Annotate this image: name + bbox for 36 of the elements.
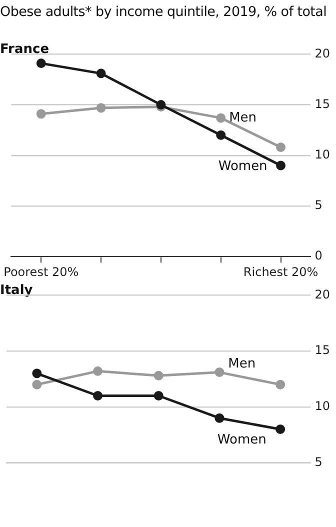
y-tick-label: 20: [314, 46, 330, 60]
point: [276, 142, 286, 152]
y-tick-label: 10: [314, 148, 330, 162]
point: [216, 130, 226, 140]
point: [32, 380, 42, 390]
y-tick-label: 0: [314, 248, 322, 263]
chart-title: Obese adults* by income quintile, 2019, % of total: [0, 4, 328, 20]
y-tick-label: 20: [314, 287, 330, 302]
x-tick-label: Richest 20%: [243, 264, 318, 279]
point: [93, 366, 103, 376]
point: [154, 391, 164, 401]
series-label: Men: [229, 110, 257, 126]
point: [36, 109, 46, 119]
chart-subtitle: Italy: [0, 283, 33, 298]
x-tick-label: Poorest 20%: [4, 264, 79, 279]
point: [276, 424, 286, 434]
y-tick-label: 15: [314, 96, 330, 111]
series-label: Men: [228, 356, 256, 372]
point: [32, 368, 42, 378]
point: [214, 413, 224, 423]
series-label: Women: [217, 432, 266, 448]
y-tick-label: 10: [314, 399, 330, 414]
y-tick-label: 5: [314, 454, 322, 469]
chart-subtitle: France: [0, 42, 50, 57]
point: [96, 103, 106, 113]
point: [96, 68, 106, 78]
point: [276, 160, 286, 170]
y-tick-label: 5: [314, 198, 322, 212]
y-tick-label: 15: [314, 343, 330, 358]
point: [93, 391, 103, 401]
point: [36, 58, 46, 68]
point: [216, 113, 226, 123]
point: [154, 370, 164, 380]
point: [276, 380, 286, 390]
point: [214, 368, 224, 378]
series-label: Women: [218, 159, 268, 174]
